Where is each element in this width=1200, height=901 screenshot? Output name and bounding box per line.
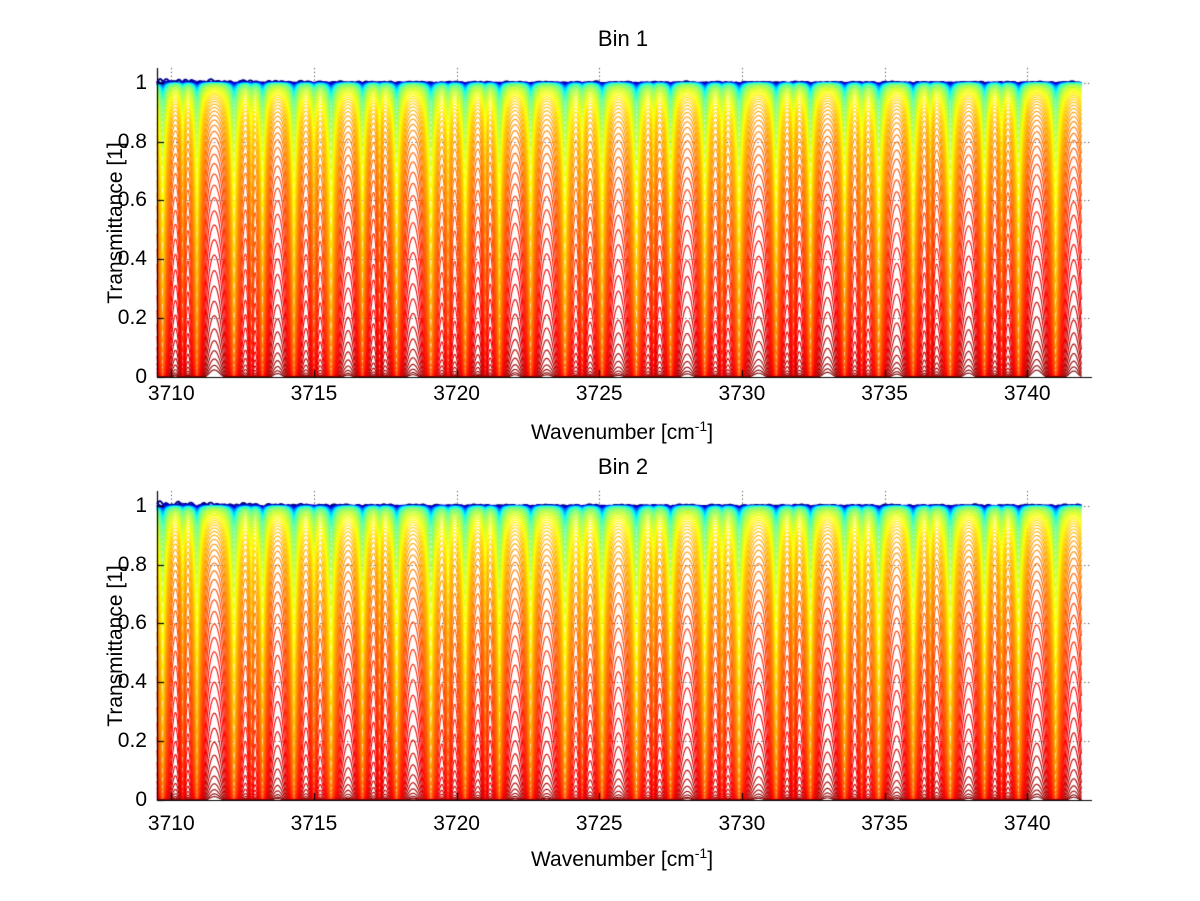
panel1-x-tick-label: 3740	[1003, 382, 1051, 405]
panel1-x-axis-label-superscript: -1	[694, 418, 708, 434]
panel2-x-axis-label-close: ]	[707, 848, 714, 871]
panel1-x-tick-label: 3730	[718, 382, 766, 405]
panel2-y-tick-label: 0.2	[117, 729, 147, 753]
panel1-x-tick-label: 3715	[290, 382, 338, 405]
panel2-x-tick-label: 3715	[290, 812, 338, 835]
panel1-x-tick-label: 3725	[575, 382, 623, 405]
panel2-x-tick-label: 3720	[433, 812, 480, 835]
panel1-y-tick-label: 0.8	[117, 129, 147, 153]
panel2-y-axis-label: Transmittance [1]	[104, 565, 127, 727]
panel1-title: Bin 1	[597, 26, 649, 51]
panel2-x-tick-label: 3730	[718, 812, 766, 835]
panel1-y-tick-label: 0.4	[117, 247, 147, 271]
panel1-x-tick-label: 3735	[861, 382, 908, 405]
panel2-x-axis-label-base: Wavenumber [cm	[530, 848, 695, 871]
panel1-x-axis-label-close: ]	[707, 421, 714, 444]
panel1-x-tick-label: 3720	[433, 382, 480, 405]
panel2-x-tick-label: 3740	[1003, 812, 1051, 835]
panel2-y-tick-label: 0.4	[117, 670, 147, 694]
panel2-x-axis-label-superscript: -1	[694, 845, 708, 861]
panel2-x-axis-label: Wavenumber [cm-1]	[530, 845, 714, 872]
panel1-x-tick-label: 3710	[147, 382, 195, 405]
panel1-x-axis-label: Wavenumber [cm-1]	[530, 418, 714, 445]
panel1-x-axis-label-base: Wavenumber [cm	[530, 421, 695, 444]
panel2-y-tick-label: 0	[135, 788, 147, 811]
panel2-x-tick-label: 3735	[861, 812, 908, 835]
panel2-y-tick-label: 1	[135, 493, 147, 517]
panel2-x-tick-label: 3725	[575, 812, 623, 835]
panel2-x-tick-label: 3710	[147, 812, 195, 835]
panel2-y-tick-label: 0.8	[117, 552, 147, 576]
panel1-y-tick-label: 0	[135, 365, 147, 388]
panel1-y-tick-label: 1	[135, 70, 147, 94]
panel2-title: Bin 2	[597, 454, 649, 479]
panel1-y-axis-label: Transmittance [1]	[104, 142, 127, 304]
panel2-y-tick-label: 0.6	[117, 611, 147, 635]
panel1-y-tick-label: 0.2	[117, 306, 147, 330]
panel1-y-tick-label: 0.6	[117, 188, 147, 212]
